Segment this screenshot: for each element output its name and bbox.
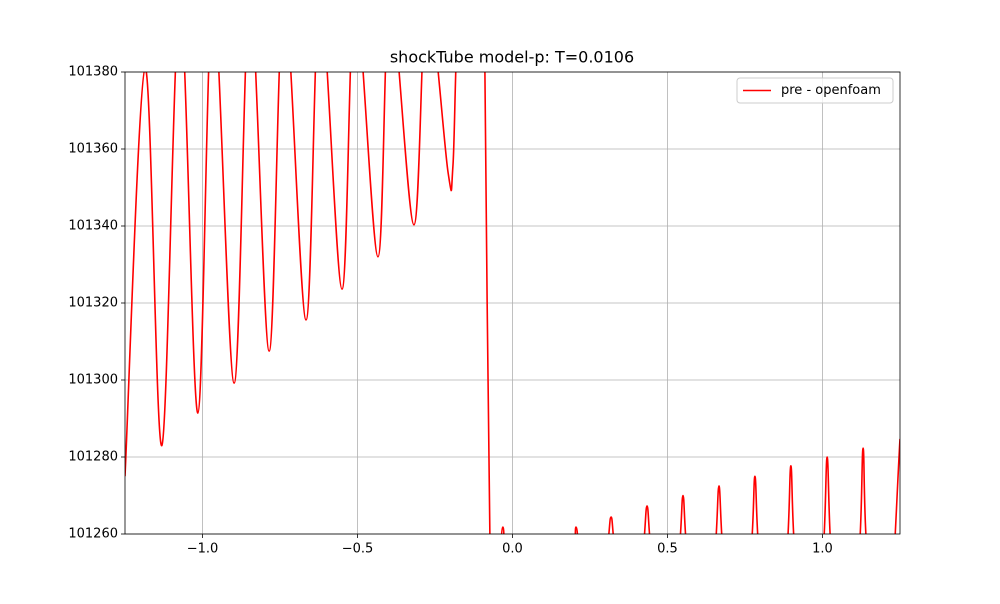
legend-box [736, 77, 894, 104]
y-tick-label: 101280 [68, 450, 118, 465]
y-tick-label: 101260 [68, 527, 118, 542]
x-tick-label: −0.5 [342, 542, 374, 557]
y-tick-label: 101360 [68, 142, 118, 157]
y-tick-label: 101380 [68, 65, 118, 80]
x-tick-label: 0.0 [502, 542, 523, 557]
x-tick-label: −1.0 [187, 542, 219, 557]
chart-title: shockTube model-p: T=0.0106 [390, 48, 634, 67]
x-tick-label: 1.0 [812, 542, 833, 557]
y-tick-label: 101340 [68, 219, 118, 234]
legend-label: pre - openfoam [781, 83, 881, 98]
y-tick-label: 101300 [68, 373, 118, 388]
plot-frame [124, 71, 901, 535]
y-tick-label: 101320 [68, 296, 118, 311]
x-tick-label: 0.5 [657, 542, 678, 557]
